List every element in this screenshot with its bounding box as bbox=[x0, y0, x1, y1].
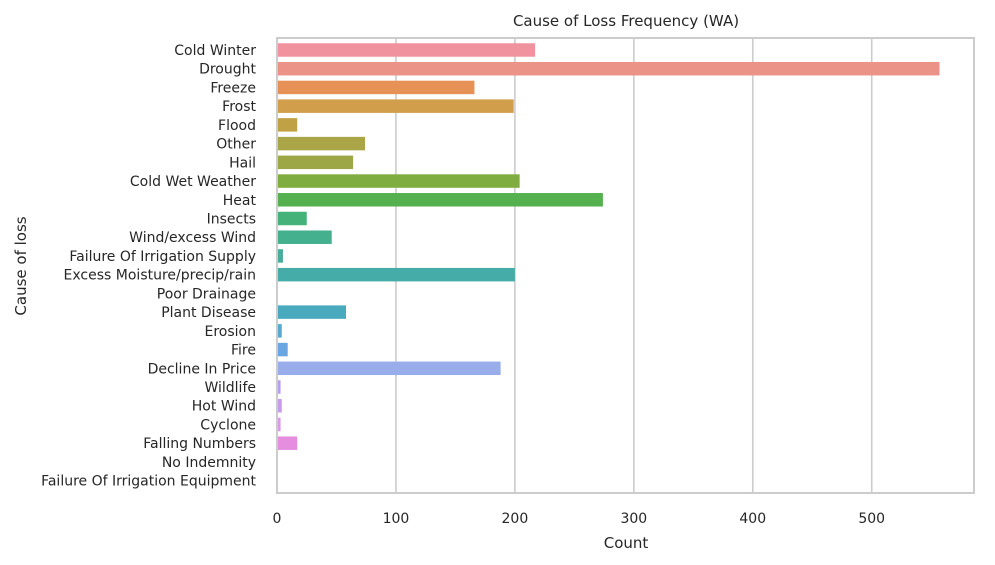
bar bbox=[277, 136, 366, 151]
bar bbox=[277, 380, 281, 394]
y-tick-label: Heat bbox=[223, 193, 257, 209]
y-tick-label: Falling Numbers bbox=[143, 436, 256, 452]
y-tick-label: No Indemnity bbox=[162, 455, 256, 471]
bar bbox=[277, 230, 332, 244]
bar bbox=[277, 80, 475, 95]
y-tick-label: Hot Wind bbox=[192, 399, 256, 415]
grid-lines bbox=[395, 38, 873, 493]
bar bbox=[277, 211, 307, 226]
bar bbox=[277, 305, 346, 319]
chart-title: Cause of Loss Frequency (WA) bbox=[513, 12, 739, 30]
x-axis-label: Count bbox=[604, 534, 649, 552]
x-tick-label: 200 bbox=[502, 511, 529, 527]
y-tick-label: Frost bbox=[222, 99, 256, 115]
y-tick-label: Failure Of Irrigation Supply bbox=[69, 249, 256, 265]
x-tick-label: 0 bbox=[273, 511, 282, 527]
bar bbox=[277, 399, 282, 413]
bar bbox=[277, 267, 515, 282]
y-tick-label: Decline In Price bbox=[148, 361, 256, 377]
y-tick-label: Other bbox=[216, 137, 256, 153]
y-tick-label: Freeze bbox=[210, 80, 256, 96]
bar bbox=[277, 249, 283, 263]
bar bbox=[277, 193, 603, 207]
bar bbox=[277, 324, 282, 338]
bar bbox=[277, 361, 501, 376]
x-tick-label: 100 bbox=[383, 511, 410, 527]
x-tick-label: 500 bbox=[858, 511, 885, 527]
bar bbox=[277, 174, 520, 188]
y-tick-label: Cold Winter bbox=[174, 43, 256, 59]
y-tick-label: Erosion bbox=[205, 324, 256, 340]
y-tick-label: Flood bbox=[218, 118, 256, 134]
y-tick-label: Cyclone bbox=[200, 417, 256, 433]
y-tick-label: Hail bbox=[229, 155, 256, 171]
bar bbox=[277, 118, 298, 132]
y-axis-label: Cause of loss bbox=[12, 216, 30, 315]
bar bbox=[277, 99, 514, 113]
x-tick-label: 400 bbox=[739, 511, 766, 527]
y-tick-label: Cold Wet Weather bbox=[130, 174, 256, 190]
y-tick-label: Poor Drainage bbox=[157, 286, 256, 302]
y-tick-label: Excess Moisture/precip/rain bbox=[64, 268, 256, 284]
y-tick-labels: Cold Winter Drought Freeze Frost Flood Other H… bbox=[41, 43, 256, 490]
bar bbox=[277, 436, 298, 450]
bar bbox=[277, 61, 940, 76]
x-tick-label: 300 bbox=[620, 511, 647, 527]
y-tick-label: Fire bbox=[231, 343, 256, 359]
x-tick-labels: 0 100 200 300 400 500 bbox=[273, 511, 886, 527]
plot-frame bbox=[276, 37, 975, 494]
bar bbox=[277, 155, 354, 170]
y-tick-label: Failure Of Irrigation Equipment bbox=[41, 474, 256, 490]
bar bbox=[277, 342, 288, 357]
bars bbox=[277, 43, 940, 450]
y-tick-label: Wildlife bbox=[204, 380, 256, 396]
y-tick-label: Plant Disease bbox=[161, 305, 256, 321]
bar bbox=[277, 43, 536, 57]
y-tick-label: Drought bbox=[199, 62, 256, 78]
bar bbox=[277, 417, 281, 432]
y-tick-label: Wind/excess Wind bbox=[129, 230, 256, 246]
y-tick-label: Insects bbox=[207, 212, 256, 228]
